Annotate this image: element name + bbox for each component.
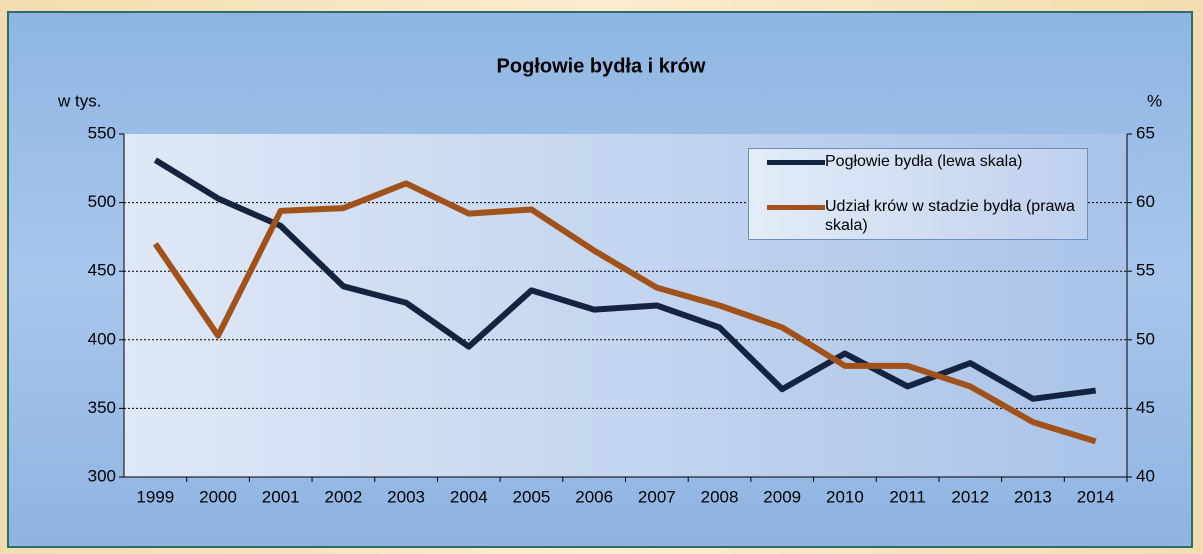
chart-title: Pogłowie bydła i krów — [497, 55, 706, 77]
y-tick-label: 350 — [88, 398, 116, 417]
x-tick-label: 2010 — [826, 487, 864, 506]
x-tick-label: 1999 — [136, 487, 174, 506]
x-tick-label: 2014 — [1077, 487, 1115, 506]
x-tick-label: 2013 — [1014, 487, 1052, 506]
legend-item: Pogłowie bydła (lewa skala) — [767, 152, 1085, 171]
legend: Pogłowie bydła (lewa skala) Udział krów w… — [748, 148, 1088, 240]
y2-axis-label: % — [1147, 91, 1162, 110]
y2-tick-label: 60 — [1136, 192, 1155, 211]
legend-label: Udział krów w stadzie bydła (prawa skala… — [825, 198, 1075, 234]
legend-item: Udział krów w stadzie bydła (prawa skala… — [767, 197, 1085, 235]
y-axis-label: w tys. — [57, 91, 101, 110]
x-tick-label: 2001 — [262, 487, 300, 506]
y-tick-label: 400 — [88, 329, 116, 348]
x-tick-label: 2011 — [889, 487, 926, 506]
x-tick-label: 2003 — [387, 487, 425, 506]
x-tick-label: 2008 — [701, 487, 739, 506]
x-tick-label: 2005 — [513, 487, 551, 506]
legend-label: Pogłowie bydła (lewa skala) — [825, 153, 1023, 170]
legend-swatch — [767, 205, 825, 210]
y-tick-label: 450 — [88, 261, 116, 280]
y2-tick-label: 50 — [1136, 329, 1155, 348]
y2-tick-label: 65 — [1136, 123, 1155, 142]
y-tick-label: 550 — [88, 123, 116, 142]
x-tick-label: 2002 — [324, 487, 362, 506]
y-tick-label: 500 — [88, 192, 116, 211]
y2-tick-label: 40 — [1136, 466, 1155, 485]
legend-swatch — [767, 160, 825, 165]
x-tick-label: 2009 — [763, 487, 801, 506]
series-line — [152, 180, 1097, 445]
y-tick-label: 300 — [88, 466, 116, 485]
x-tick-label: 2006 — [575, 487, 613, 506]
y2-tick-label: 45 — [1136, 398, 1155, 417]
x-tick-label: 2012 — [951, 487, 989, 506]
y2-tick-label: 55 — [1136, 261, 1155, 280]
x-tick-label: 2004 — [450, 487, 488, 506]
x-tick-label: 2007 — [638, 487, 676, 506]
x-tick-label: 2000 — [199, 487, 237, 506]
